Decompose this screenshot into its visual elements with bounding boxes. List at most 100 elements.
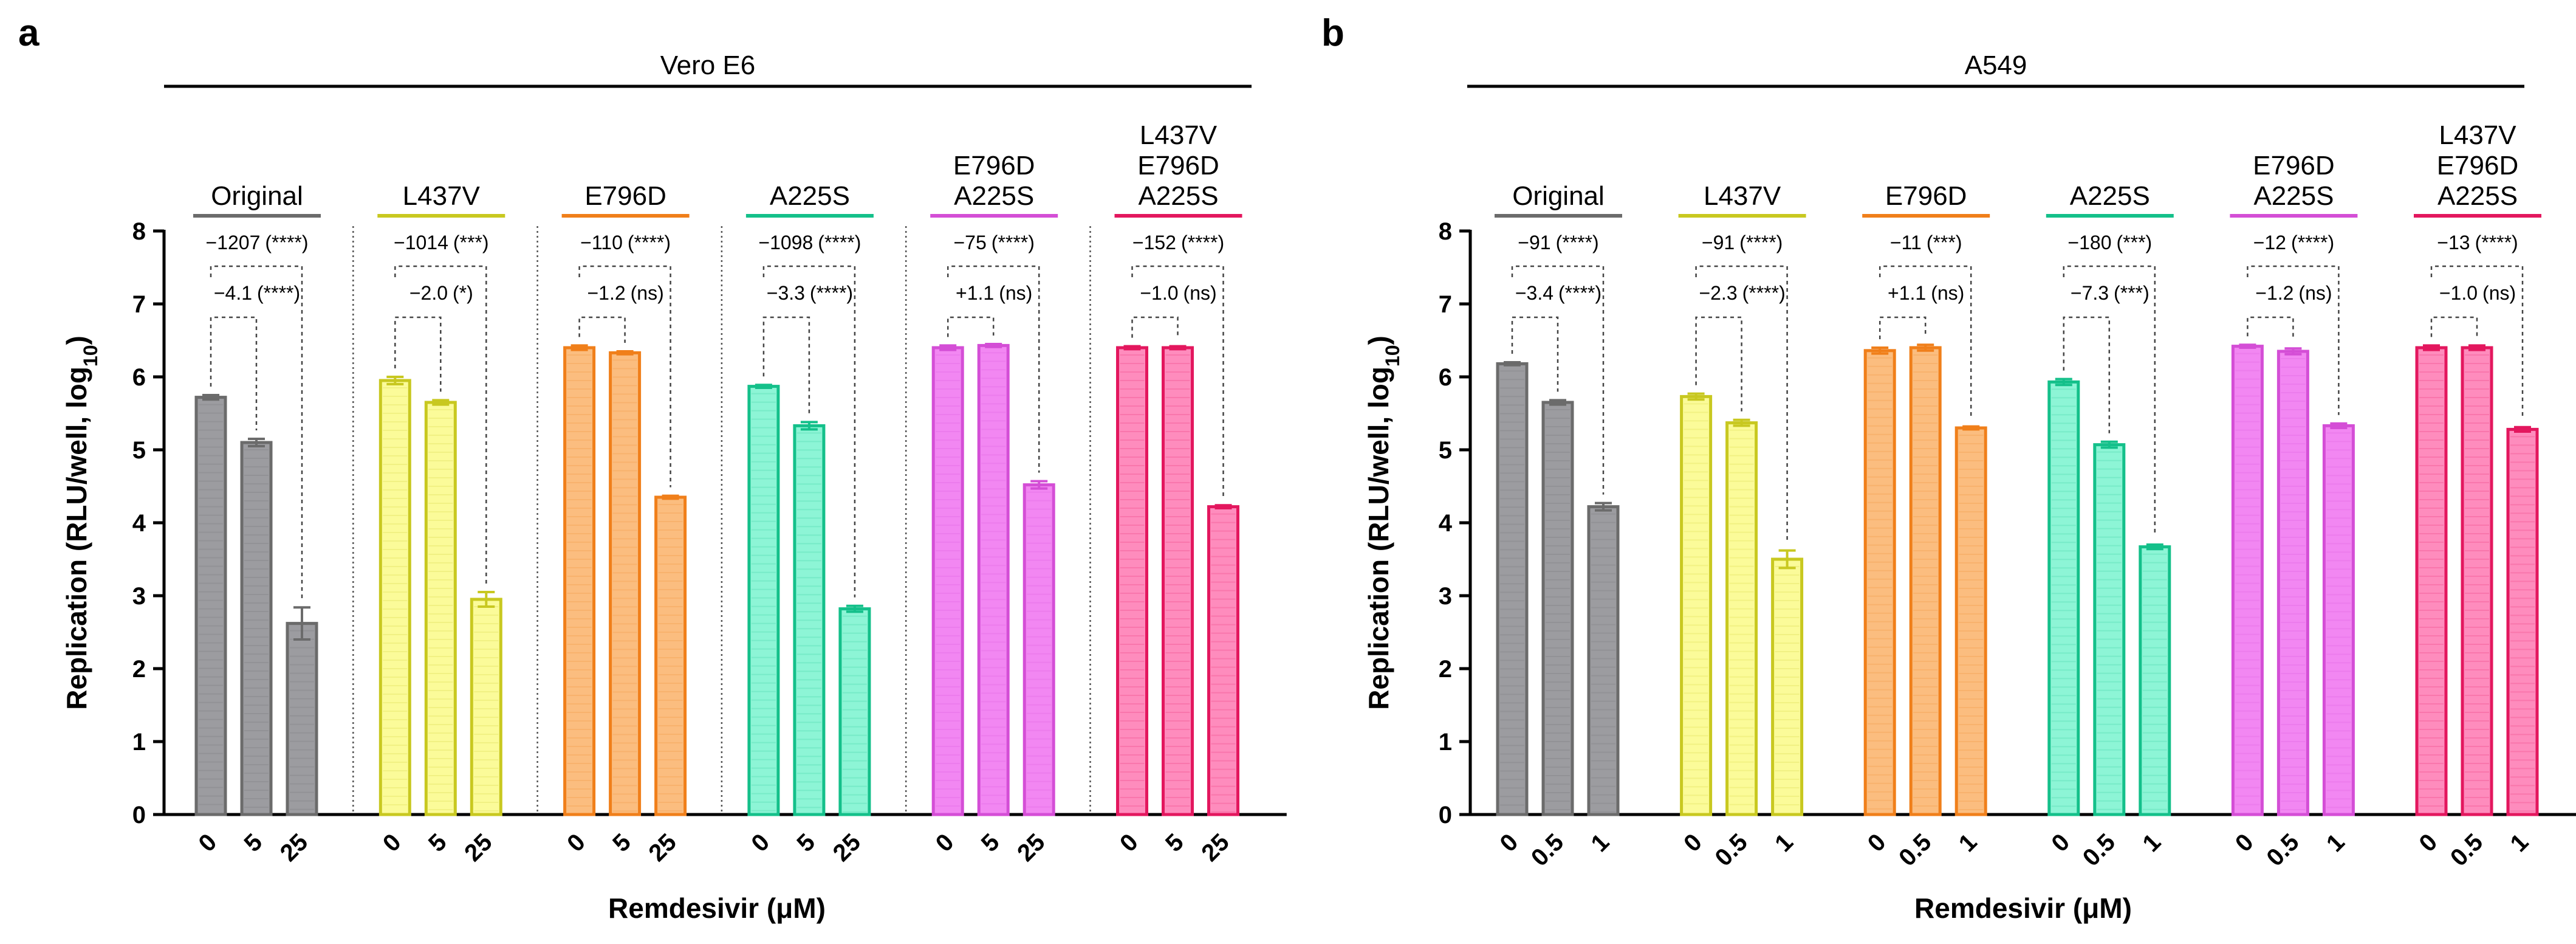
annotation-top-value: −180 <box>2067 232 2111 253</box>
annotation-bottom-value: −3.3 <box>767 282 805 304</box>
y-tick-label: 8 <box>1439 218 1452 245</box>
y-tick-label: 0 <box>132 802 146 829</box>
x-tick-label: 0 <box>378 829 406 857</box>
bracket-inner <box>1879 316 1927 339</box>
bracket-inner <box>2063 316 2111 433</box>
annotation-top-significance: (****) <box>1739 232 1783 253</box>
annotation-top-significance: (***) <box>1927 232 1962 253</box>
bracket-inner <box>210 316 258 430</box>
annotation-bottom-value: −1.2 <box>2255 282 2293 304</box>
annotation-bottom-significance: (****) <box>257 282 300 304</box>
group-label: E796D <box>2437 151 2519 181</box>
y-tick-label: 4 <box>1439 510 1453 537</box>
bar <box>1496 362 1529 816</box>
group-label: E796D <box>1137 151 1219 181</box>
group-label: A225S <box>2437 181 2518 211</box>
annotation-top-significance: (****) <box>2475 232 2518 253</box>
x-tick-label: 1 <box>1954 829 1982 857</box>
group-label: E796D <box>1885 181 1967 211</box>
bracket-inner <box>394 316 442 392</box>
bar <box>609 351 642 816</box>
x-axis-title: Remdesivir (μM) <box>608 892 826 924</box>
annotation-top-significance: (***) <box>453 232 489 253</box>
annotation-top-value: −91 <box>1702 232 1735 253</box>
annotation-bottom-significance: (ns) <box>631 282 664 304</box>
y-tick-label: 3 <box>132 583 146 610</box>
group-label: L437V <box>1704 181 1781 211</box>
group-label: Original <box>211 181 303 211</box>
annotation-top: −110 (****) <box>580 232 671 253</box>
bracket-inner <box>578 316 626 343</box>
bracket-inner <box>2247 316 2294 340</box>
annotation-bottom-value: −2.3 <box>1699 282 1737 304</box>
bracket-outer <box>2063 265 2156 536</box>
y-axis-title: Replication (RLU/well, log10) <box>1363 336 1403 710</box>
x-tick-label: 0 <box>2230 829 2259 857</box>
annotation-top-significance: (****) <box>2291 232 2334 253</box>
bar <box>240 441 273 816</box>
group-label: E796D <box>2253 151 2335 181</box>
annotation-top: −152 (****) <box>1132 232 1224 253</box>
annotation-top: −1207 (****) <box>206 232 309 253</box>
panel-a: a Vero E6 0 1 2 3 4 5 6 7 8 Replication (RLU/well, … <box>18 12 1287 924</box>
bar <box>747 385 780 816</box>
bracket-inner <box>1131 316 1179 338</box>
annotation-bottom-value: −4.1 <box>214 282 252 304</box>
annotation-top-significance: (****) <box>992 232 1035 253</box>
x-tick-label: 0 <box>194 829 222 857</box>
bracket-inner <box>947 316 995 337</box>
annotation-top-value: −13 <box>2437 232 2470 253</box>
annotation-bottom-significance: (***) <box>2114 282 2150 304</box>
annotation-top-value: −11 <box>1890 232 1922 253</box>
y-tick-label: 1 <box>132 729 146 756</box>
x-tick-label: 5 <box>423 829 452 857</box>
x-tick-label: 1 <box>1586 829 1615 857</box>
x-axis-title: Remdesivir (μM) <box>1914 892 2132 924</box>
annotation-top: −12 (****) <box>2253 232 2334 253</box>
x-tick-label: 0 <box>1495 829 1524 857</box>
annotation-bottom-value: +1.1 <box>1888 282 1926 304</box>
group-label: L437V <box>403 181 481 211</box>
annotation-bottom-value: −1.2 <box>587 282 625 304</box>
bar <box>1863 349 1896 816</box>
x-tick-label: 1 <box>2137 829 2166 857</box>
panel-letter: a <box>18 12 39 54</box>
annotation-top-value: −91 <box>1518 232 1550 253</box>
annotation-bottom-value: +1.1 <box>956 282 994 304</box>
annotation-bottom-significance: (****) <box>810 282 853 304</box>
bar <box>1909 346 1942 816</box>
bar <box>1116 346 1148 816</box>
panel-b: b A549 0 1 2 3 4 5 6 7 8 Replication (RLU/well, log… <box>1321 12 2576 924</box>
x-tick-label: 0.5 <box>1526 829 1569 871</box>
bar <box>563 346 596 816</box>
annotation-top-value: −152 <box>1132 232 1176 253</box>
bracket-outer <box>2247 265 2340 415</box>
annotation-top: −1014 (***) <box>394 232 489 253</box>
y-tick-label: 0 <box>1439 802 1452 829</box>
annotation-bottom: −1.0 (ns) <box>2439 282 2516 304</box>
annotation-bottom: −1.2 (ns) <box>587 282 663 304</box>
annotation-bottom: +1.1 (ns) <box>1888 282 1964 304</box>
x-tick-label: 0.5 <box>1894 829 1936 871</box>
y-tick-label: 5 <box>1439 437 1452 464</box>
cell-line-title: A549 <box>1965 50 2027 80</box>
bar <box>470 598 502 816</box>
y-axis-title-subscript: 10 <box>1382 345 1403 367</box>
x-tick-label: 0.5 <box>2261 829 2304 871</box>
annotation-top: −75 (****) <box>953 232 1034 253</box>
x-tick-label: 0.5 <box>2445 829 2488 871</box>
annotation-bottom-value: −1.0 <box>1140 282 1178 304</box>
bar-group: E796D 0 0.5 1 −11 (***) +1.1 (ns) <box>1862 181 1990 872</box>
y-axis-title-end: ) <box>61 336 92 345</box>
annotation-top-significance: (****) <box>265 232 308 253</box>
y-tick-label: 4 <box>132 510 146 537</box>
bar <box>1162 346 1194 816</box>
annotation-top-value: −1207 <box>206 232 261 253</box>
bar-group: L437V 0 5 25 −1014 (***) −2.0 (*) <box>352 181 505 867</box>
annotation-top: −1098 (****) <box>758 232 861 253</box>
x-tick-label: 0 <box>1679 829 1707 857</box>
